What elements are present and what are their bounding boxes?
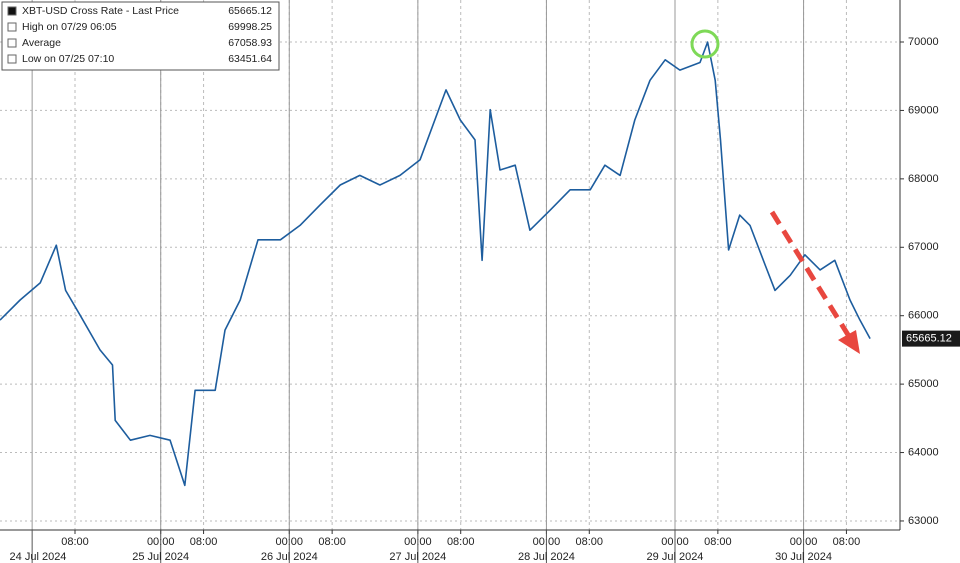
high-circle (690, 29, 720, 59)
legend: XBT-USD Cross Rate - Last Price 65665.12 H… (1, 1, 280, 71)
day-label: 30 Jul 2024 (775, 551, 832, 563)
day-label: 24 Jul 2024 (10, 551, 67, 563)
legend-icon (7, 54, 17, 64)
day-label: 26 Jul 2024 (261, 551, 318, 563)
legend-label: High on 07/29 06:05 (22, 21, 117, 33)
grid (0, 0, 900, 530)
y-tick-label: 68000 (908, 173, 939, 185)
trend-arrow (769, 210, 853, 340)
legend-box (1, 1, 280, 71)
day-label: 27 Jul 2024 (389, 551, 446, 563)
x-tick-label: 08:00 (576, 536, 604, 548)
legend-icon (7, 38, 17, 48)
legend-label: XBT-USD Cross Rate - Last Price (22, 5, 179, 17)
x-tick-label: 08:00 (61, 536, 89, 548)
y-tick-label: 64000 (908, 446, 939, 458)
y-tick-label: 65000 (908, 378, 939, 390)
legend-label: Average (22, 37, 61, 49)
x-tick-label: 08:00 (447, 536, 475, 548)
last-price-label: 65665.12 (906, 333, 952, 345)
x-tick-label: 08:00 (318, 536, 346, 548)
y-tick-label: 66000 (908, 310, 939, 322)
x-tick-label: 08:00 (704, 536, 732, 548)
y-tick-label: 69000 (908, 104, 939, 116)
day-label: 28 Jul 2024 (518, 551, 575, 563)
y-tick-label: 67000 (908, 241, 939, 253)
day-label: 29 Jul 2024 (647, 551, 704, 563)
legend-value: 63451.64 (228, 53, 272, 65)
last-price-tag (902, 330, 960, 347)
legend-icon (7, 22, 17, 32)
arrow-head (838, 330, 860, 354)
legend-label: Low on 07/25 07:10 (22, 53, 114, 65)
y-tick-label: 63000 (908, 515, 939, 527)
x-tick-label: 08:00 (833, 536, 861, 548)
day-label: 25 Jul 2024 (132, 551, 189, 563)
legend-icon (7, 6, 17, 16)
x-tick-label: 08:00 (190, 536, 218, 548)
y-tick-label: 70000 (908, 36, 939, 48)
legend-value: 69998.25 (228, 21, 272, 33)
plot (0, 41, 871, 487)
price-line (0, 41, 871, 487)
legend-value: 65665.12 (228, 5, 272, 17)
legend-value: 67058.93 (228, 37, 272, 49)
